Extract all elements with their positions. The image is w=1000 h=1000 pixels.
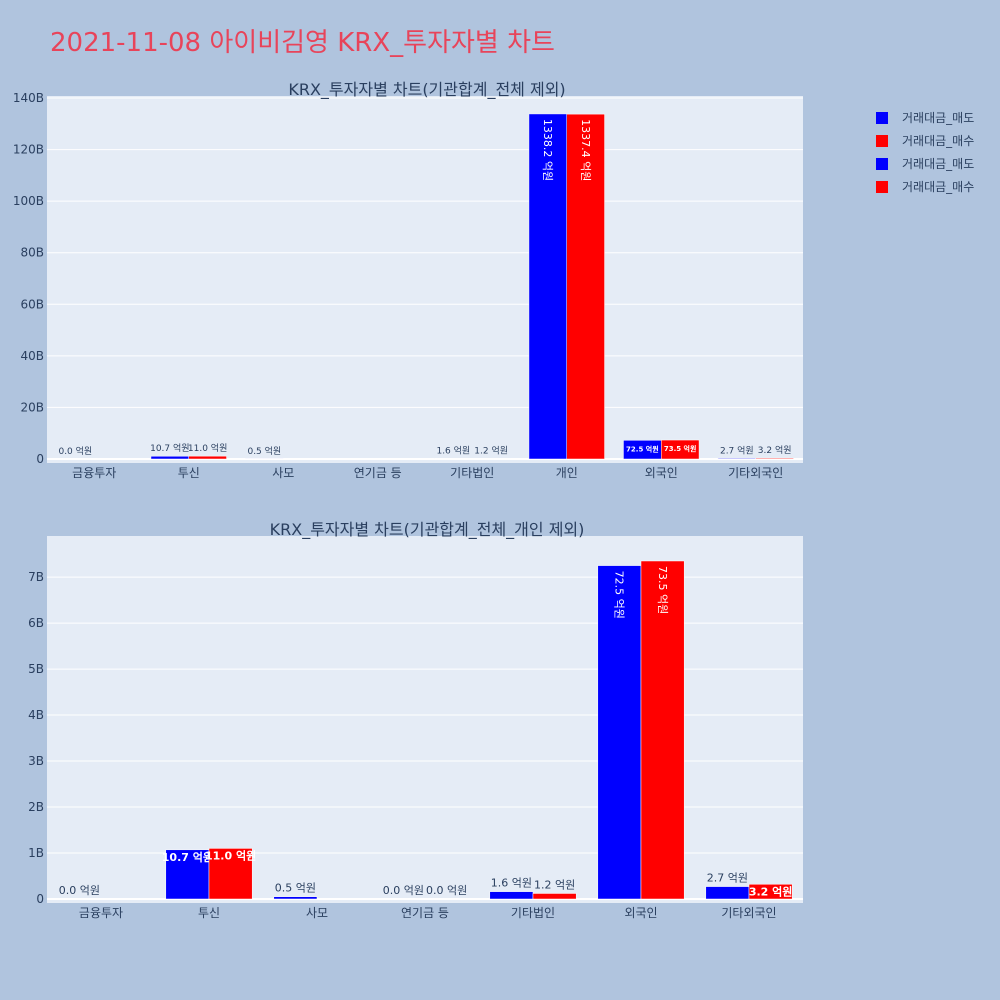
- bar: [165, 849, 210, 900]
- chart-bottom: 0 1B 2B 3B 4B 5B 6B 7B KRX_투자자별 차트(기관합계_전체_개인 제외…: [28, 520, 803, 920]
- bar-value-label: 3.2 억원: [758, 444, 792, 456]
- bar-value-label: 73.5 억원: [664, 444, 697, 453]
- bar: [489, 891, 534, 900]
- bar-value-label: 1.6 억원: [491, 877, 532, 890]
- bar-value-label: 3.2 억원: [749, 884, 793, 898]
- bar-value-label: 0.5 억원: [247, 445, 281, 457]
- y-tick-label: 7B: [28, 570, 44, 584]
- legend-item[interactable]: 거래대금_매도: [876, 152, 974, 175]
- plot-area: [47, 96, 803, 463]
- bar: [661, 439, 700, 460]
- x-tick-label: 외국인: [645, 466, 678, 480]
- bar-value-label: 2.7 억원: [707, 872, 748, 885]
- bar-value-label: 0.0 억원: [426, 884, 467, 897]
- chart-top: 0 20B 40B 60B 80B 100B 120B 140B KRX_투자자별 차트(기관합…: [13, 80, 803, 480]
- legend-label: 거래대금_매수: [902, 134, 975, 148]
- legend-label: 거래대금_매도: [902, 157, 975, 171]
- x-tick-label: 연기금 등: [401, 906, 449, 920]
- bar-value-label: 10.7 억원: [162, 850, 213, 864]
- bar-value-label: 0.5 억원: [275, 882, 316, 895]
- bar: [755, 457, 794, 460]
- y-tick-label: 5B: [28, 662, 44, 676]
- bar-value-label: 1.2 억원: [534, 878, 575, 891]
- bar-value-label: 1.2 억원: [474, 445, 508, 457]
- bar: [566, 113, 605, 460]
- y-tick-label: 4B: [28, 708, 44, 722]
- bar-value-label: 1.6 억원: [436, 445, 470, 457]
- legend-label: 거래대금_매수: [902, 180, 975, 194]
- bar: [597, 565, 642, 900]
- y-tick-label: 80B: [20, 246, 44, 260]
- y-tick-label: 0: [36, 892, 44, 906]
- y-tick-label: 1B: [28, 846, 44, 860]
- y-tick-label: 20B: [20, 400, 44, 414]
- bar-value-label: 1337.4 억원: [579, 119, 592, 181]
- plot-area: [47, 536, 803, 903]
- legend-swatch: [876, 180, 888, 193]
- y-tick-label: 6B: [28, 616, 44, 630]
- x-tick-label: 연기금 등: [354, 466, 402, 480]
- legend[interactable]: 거래대금_매도 거래대금_매수 거래대금_매도 거래대금_매수: [876, 106, 974, 198]
- bar-value-label: 2.7 억원: [720, 444, 754, 456]
- y-tick-label: 60B: [20, 297, 44, 311]
- bar: [640, 560, 685, 900]
- bar-value-label: 11.0 억원: [205, 848, 256, 862]
- bar-value-label: 11.0 억원: [188, 442, 227, 454]
- bar-value-label: 1338.2 억원: [541, 119, 554, 181]
- x-tick-label: 금융투자: [79, 906, 123, 920]
- x-tick-label: 외국인: [624, 906, 657, 920]
- legend-swatch: [876, 157, 888, 170]
- bar-value-label: 0.0 억원: [58, 445, 92, 457]
- bar: [150, 455, 189, 460]
- y-tick-label: 100B: [13, 194, 44, 208]
- y-tick-label: 0: [36, 452, 44, 466]
- bar: [188, 455, 227, 460]
- bar-value-label: 72.5 억원: [626, 444, 659, 453]
- y-tick-label: 3B: [28, 754, 44, 768]
- bar: [273, 896, 318, 900]
- legend-label: 거래대금_매도: [902, 111, 975, 125]
- x-tick-label: 기타외국인: [728, 466, 783, 480]
- bar-value-label: 72.5 억원: [613, 571, 626, 619]
- legend-swatch: [876, 111, 888, 124]
- legend-item[interactable]: 거래대금_매수: [876, 175, 974, 198]
- bar: [208, 848, 253, 900]
- bar: [532, 893, 577, 900]
- legend-item[interactable]: 거래대금_매도: [876, 106, 974, 129]
- chart-title: KRX_투자자별 차트(기관합계_전체_개인 제외): [270, 520, 585, 540]
- bar: [748, 884, 793, 900]
- x-tick-label: 금융투자: [72, 466, 116, 480]
- chart-title: KRX_투자자별 차트(기관합계_전체 제외): [288, 80, 565, 100]
- bar: [717, 458, 757, 460]
- x-tick-label: 사모: [272, 466, 294, 480]
- x-tick-label: 기타법인: [511, 906, 555, 920]
- bar-value-label: 0.0 억원: [59, 884, 100, 897]
- x-tick-label: 개인: [556, 466, 578, 480]
- bar-value-label: 0.0 억원: [383, 884, 424, 897]
- page-title: 2021-11-08 아이비김영 KRX_투자자별 차트: [50, 28, 555, 58]
- y-tick-label: 40B: [20, 349, 44, 363]
- bar-value-label: 10.7 억원: [150, 442, 189, 454]
- legend-swatch: [876, 134, 888, 147]
- x-tick-label: 사모: [306, 906, 328, 920]
- bar: [528, 113, 568, 460]
- x-tick-label: 투신: [178, 466, 200, 480]
- x-tick-label: 기타법인: [450, 466, 494, 480]
- x-tick-label: 투신: [198, 906, 220, 920]
- bar: [705, 886, 750, 900]
- legend-item[interactable]: 거래대금_매수: [876, 129, 974, 152]
- y-tick-label: 120B: [13, 143, 44, 157]
- y-tick-label: 140B: [13, 91, 44, 105]
- bar-value-label: 73.5 억원: [656, 566, 669, 614]
- x-tick-label: 기타외국인: [721, 906, 776, 920]
- y-tick-label: 2B: [28, 800, 44, 814]
